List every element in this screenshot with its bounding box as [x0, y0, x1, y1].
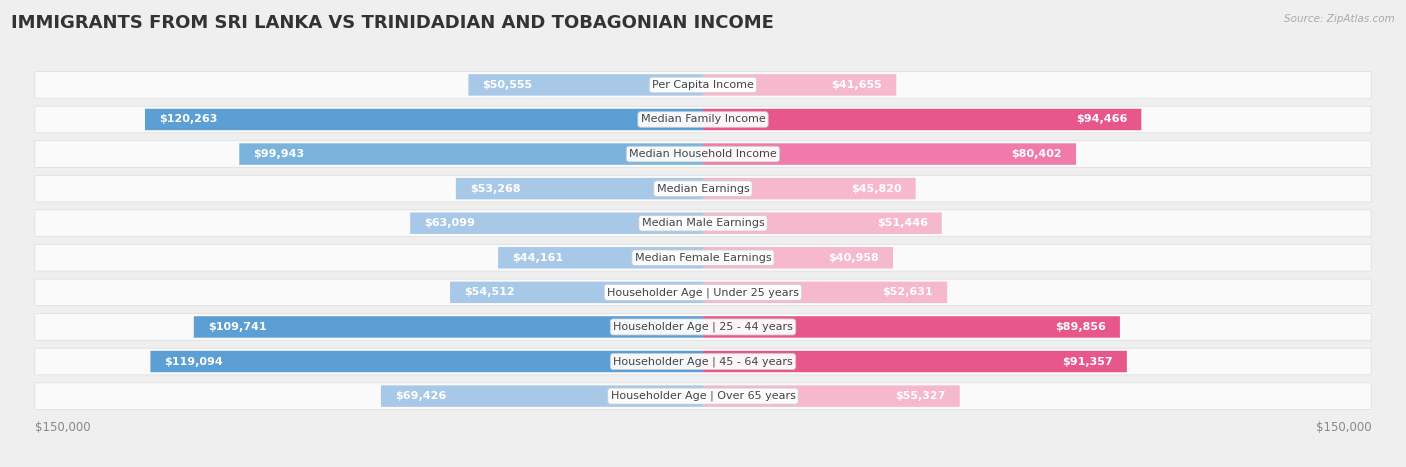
FancyBboxPatch shape: [35, 71, 1371, 98]
Text: Median Household Income: Median Household Income: [628, 149, 778, 159]
Text: $55,327: $55,327: [896, 391, 946, 401]
Text: $40,958: $40,958: [828, 253, 879, 263]
Text: $69,426: $69,426: [395, 391, 446, 401]
Text: Median Male Earnings: Median Male Earnings: [641, 218, 765, 228]
Text: IMMIGRANTS FROM SRI LANKA VS TRINIDADIAN AND TOBAGONIAN INCOME: IMMIGRANTS FROM SRI LANKA VS TRINIDADIAN…: [11, 14, 775, 32]
FancyBboxPatch shape: [381, 385, 703, 407]
Text: Householder Age | 25 - 44 years: Householder Age | 25 - 44 years: [613, 322, 793, 332]
FancyBboxPatch shape: [150, 351, 703, 372]
Text: $50,555: $50,555: [482, 80, 533, 90]
FancyBboxPatch shape: [35, 348, 1371, 375]
FancyBboxPatch shape: [703, 74, 896, 96]
Text: $51,446: $51,446: [877, 218, 928, 228]
FancyBboxPatch shape: [703, 247, 893, 269]
Text: $94,466: $94,466: [1076, 114, 1128, 125]
Text: $44,161: $44,161: [512, 253, 564, 263]
FancyBboxPatch shape: [703, 385, 960, 407]
FancyBboxPatch shape: [35, 106, 1371, 133]
FancyBboxPatch shape: [703, 316, 1121, 338]
FancyBboxPatch shape: [194, 316, 703, 338]
Text: Householder Age | Over 65 years: Householder Age | Over 65 years: [610, 391, 796, 401]
Text: $99,943: $99,943: [253, 149, 304, 159]
FancyBboxPatch shape: [450, 282, 703, 303]
FancyBboxPatch shape: [703, 178, 915, 199]
FancyBboxPatch shape: [35, 279, 1371, 306]
FancyBboxPatch shape: [35, 383, 1371, 410]
FancyBboxPatch shape: [35, 210, 1371, 236]
Text: $150,000: $150,000: [35, 421, 90, 434]
FancyBboxPatch shape: [411, 212, 703, 234]
Text: $54,512: $54,512: [464, 287, 515, 297]
Text: $53,268: $53,268: [470, 184, 520, 194]
FancyBboxPatch shape: [703, 351, 1126, 372]
FancyBboxPatch shape: [35, 175, 1371, 202]
Text: Per Capita Income: Per Capita Income: [652, 80, 754, 90]
Text: Median Female Earnings: Median Female Earnings: [634, 253, 772, 263]
FancyBboxPatch shape: [35, 141, 1371, 167]
FancyBboxPatch shape: [703, 282, 948, 303]
Text: Median Family Income: Median Family Income: [641, 114, 765, 125]
FancyBboxPatch shape: [239, 143, 703, 165]
Text: $91,357: $91,357: [1063, 356, 1114, 367]
Text: $109,741: $109,741: [208, 322, 266, 332]
FancyBboxPatch shape: [703, 212, 942, 234]
Text: $80,402: $80,402: [1011, 149, 1062, 159]
Text: $119,094: $119,094: [165, 356, 224, 367]
FancyBboxPatch shape: [35, 314, 1371, 340]
Text: $63,099: $63,099: [425, 218, 475, 228]
FancyBboxPatch shape: [468, 74, 703, 96]
Text: $150,000: $150,000: [1316, 421, 1371, 434]
FancyBboxPatch shape: [498, 247, 703, 269]
Text: Householder Age | 45 - 64 years: Householder Age | 45 - 64 years: [613, 356, 793, 367]
Text: Source: ZipAtlas.com: Source: ZipAtlas.com: [1284, 14, 1395, 24]
Text: $52,631: $52,631: [883, 287, 934, 297]
Text: $45,820: $45,820: [851, 184, 901, 194]
Text: Median Earnings: Median Earnings: [657, 184, 749, 194]
FancyBboxPatch shape: [35, 245, 1371, 271]
Text: $41,655: $41,655: [831, 80, 883, 90]
Text: $89,856: $89,856: [1054, 322, 1107, 332]
FancyBboxPatch shape: [703, 143, 1076, 165]
FancyBboxPatch shape: [703, 109, 1142, 130]
FancyBboxPatch shape: [145, 109, 703, 130]
FancyBboxPatch shape: [456, 178, 703, 199]
Text: Householder Age | Under 25 years: Householder Age | Under 25 years: [607, 287, 799, 297]
Text: $120,263: $120,263: [159, 114, 218, 125]
